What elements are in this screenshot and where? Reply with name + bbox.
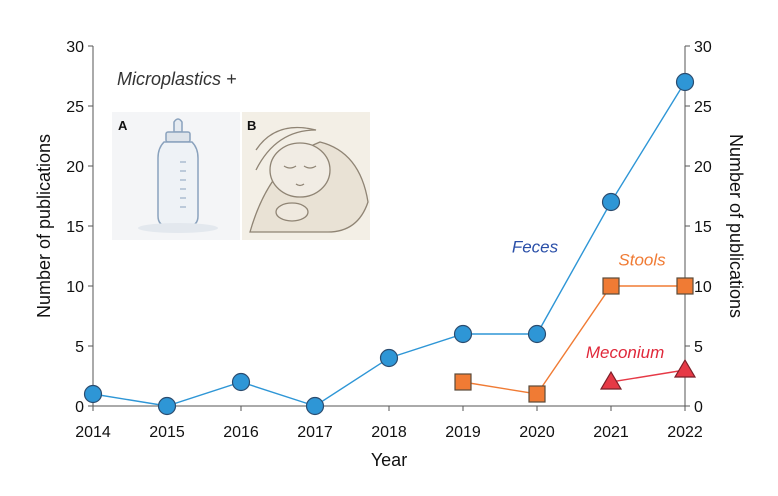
feces-point-2016 <box>231 372 251 392</box>
y-tick-label-right: 5 <box>694 339 703 356</box>
feces-point-2015 <box>157 396 177 416</box>
y-axis-title-left: Number of publications <box>34 134 54 318</box>
baby-hand <box>275 202 309 222</box>
feces-point-2018 <box>379 348 399 368</box>
y-tick-label-left: 10 <box>66 279 84 296</box>
y-tick-label-left: 0 <box>75 399 84 416</box>
feces-point-2021 <box>601 192 621 212</box>
y-tick-label-left: 20 <box>66 159 84 176</box>
feces-point-2014 <box>83 384 103 404</box>
sleeping-baby-icon <box>249 126 369 233</box>
y-tick-label-right: 20 <box>694 159 712 176</box>
y-tick-label-right: 0 <box>694 399 703 416</box>
stools-point-2021 <box>602 277 620 295</box>
y-tick-label-left: 15 <box>66 219 84 236</box>
x-tick-label: 2019 <box>445 424 481 441</box>
feces-point-2019 <box>453 324 473 344</box>
meconium-line <box>610 369 686 383</box>
meconium-point-2022 <box>673 358 697 378</box>
feces-point-2020 <box>527 324 547 344</box>
feces-point-2022 <box>675 72 695 92</box>
x-axis-title: Year <box>371 450 407 470</box>
x-tick-label: 2018 <box>371 424 407 441</box>
feces-label: Feces <box>512 237 559 256</box>
bottle-body <box>157 141 199 227</box>
blanket-fold <box>255 126 317 171</box>
x-tick-label: 2021 <box>593 424 629 441</box>
x-tick-label: 2022 <box>667 424 703 441</box>
y-tick-label-right: 10 <box>694 279 712 296</box>
stools-line <box>462 285 685 395</box>
y-tick-label-left: 30 <box>66 39 84 56</box>
x-tick-label: 2017 <box>297 424 333 441</box>
x-tick-label: 2016 <box>223 424 259 441</box>
y-tick-label-left: 5 <box>75 339 84 356</box>
baby-eye-left <box>283 165 297 169</box>
meconium-point-2021 <box>599 370 623 390</box>
baby-head <box>269 142 331 198</box>
bottle-shadow <box>138 223 218 233</box>
stools-point-2020 <box>528 385 546 403</box>
panel-b-letter: B <box>247 118 256 133</box>
series-labels: Feces Stools Meconium <box>512 237 666 362</box>
baby-mouth <box>295 183 305 187</box>
inset-panel-a: A <box>112 112 240 240</box>
baby-bottle-icon <box>157 118 199 227</box>
y-tick-label-right: 30 <box>694 39 712 56</box>
y-tick-label-right: 25 <box>694 99 712 116</box>
baby-eye-right <box>303 165 317 169</box>
y-tick-label-right: 15 <box>694 219 712 236</box>
y-tick-label-left: 25 <box>66 99 84 116</box>
feces-point-2017 <box>305 396 325 416</box>
meconium-label: Meconium <box>586 343 664 362</box>
y-axis-title-right: Number of publications <box>726 134 746 318</box>
x-tick-label: 2014 <box>75 424 111 441</box>
x-tick-label: 2020 <box>519 424 555 441</box>
panel-a-letter: A <box>118 118 128 133</box>
bottle-nipple <box>173 118 183 133</box>
stools-point-2022 <box>676 277 694 295</box>
bottle-collar <box>165 131 191 143</box>
x-tick-label: 2015 <box>149 424 185 441</box>
inset-panel-b: B <box>242 112 370 240</box>
annotation-caption: Microplastics + <box>117 69 237 89</box>
series-markers <box>83 72 697 416</box>
stools-label: Stools <box>618 251 666 270</box>
stools-point-2019 <box>454 373 472 391</box>
